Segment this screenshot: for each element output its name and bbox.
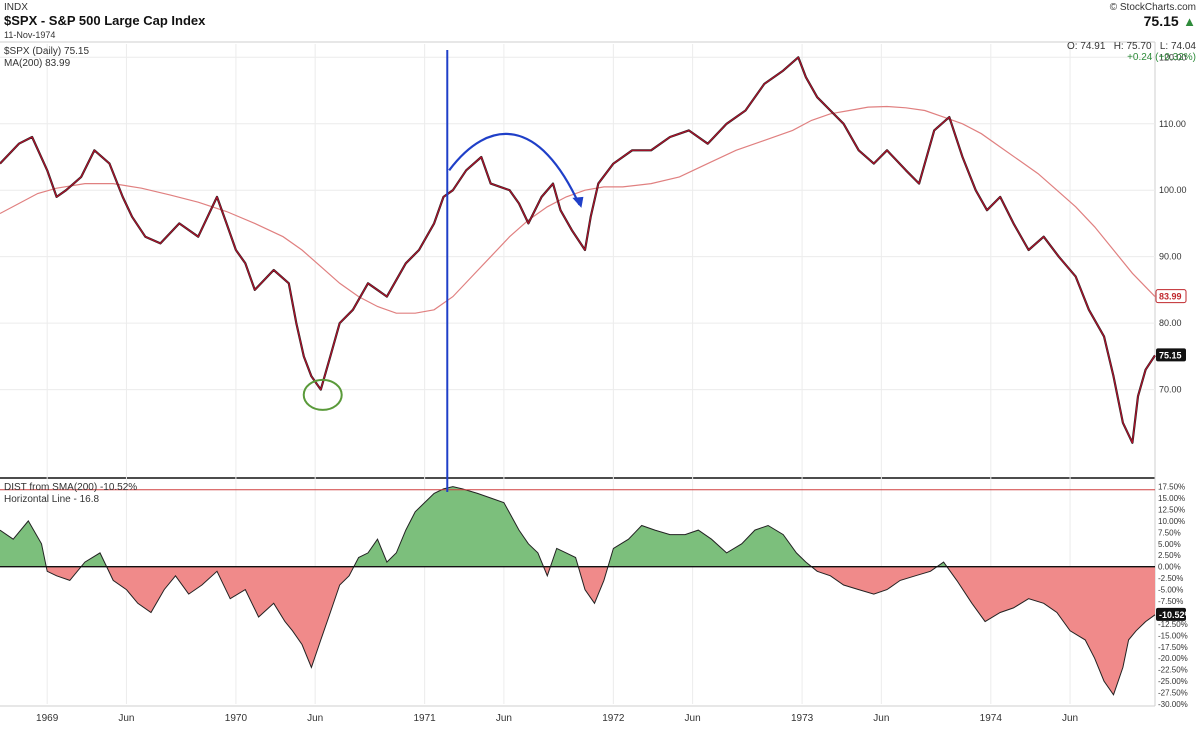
dist-line — [0, 486, 1156, 696]
ohlc-values: O: 74.91 H: 75.70 L: 74.04 — [1067, 41, 1196, 52]
chart-title: $SPX - S&P 500 Large Cap Index — [4, 13, 206, 28]
x-tick-label: Jun — [1062, 713, 1078, 724]
last-price: 75.15 — [1143, 13, 1179, 29]
x-tick-label: 1970 — [225, 713, 248, 724]
blue-arrow-head — [572, 196, 584, 208]
price-change: +0.24 (+0.32%) — [1127, 52, 1196, 63]
last-value-labels: 83.99 75.15 -10.52% — [1155, 289, 1193, 621]
price-y-ticks: 120.00 110.00 100.00 90.00 80.00 70.00 — [1159, 52, 1187, 394]
dist-y-tick-label: 2.50% — [1158, 551, 1181, 560]
dist-legend: DIST from SMA(200) -10.52% — [4, 482, 137, 493]
price-y-tick-label: 120.00 — [1159, 52, 1187, 62]
hline-legend: Horizontal Line - 16.8 — [4, 494, 99, 505]
dist-last-label: -10.52% — [1159, 610, 1193, 620]
ma200-line — [0, 105, 1156, 314]
chart-date: 11-Nov-1974 — [4, 30, 56, 40]
dist-y-tick-label: 10.00% — [1158, 517, 1185, 526]
ma-legend: MA(200) 83.99 — [4, 58, 70, 69]
dist-y-tick-label: 12.50% — [1158, 505, 1185, 514]
x-tick-label: Jun — [873, 713, 889, 724]
price-y-tick-label: 90.00 — [1159, 252, 1182, 262]
last-price-block: 75.15 ▲ — [1144, 13, 1196, 31]
dist-y-tick-label: 15.00% — [1158, 494, 1185, 503]
dist-area — [0, 486, 1156, 696]
price-series — [0, 56, 1156, 444]
exchange-label: INDX — [4, 2, 28, 13]
annotations — [302, 50, 584, 492]
dist-y-tick-label: -17.50% — [1158, 643, 1188, 652]
spx-price-line — [0, 56, 1156, 444]
gridlines — [0, 44, 1155, 704]
price-legend: $SPX (Daily) 75.15 — [4, 46, 89, 57]
ma-last-label-bg — [1155, 289, 1187, 304]
dist-y-tick-label: -25.00% — [1158, 677, 1188, 686]
blue-curved-arrow — [448, 132, 581, 206]
dist-y-tick-label: -22.50% — [1158, 666, 1188, 675]
x-tick-label: Jun — [307, 713, 323, 724]
legend-spx: $SPX (Daily) 75.15 — [4, 46, 90, 57]
dist-y-tick-label: 7.50% — [1158, 528, 1181, 537]
x-ticks: 1969 Jun 1970 Jun 1971 Jun 1972 Jun 1973 Jun 1974 J… — [36, 713, 1078, 724]
dist-y-tick-label: 5.00% — [1158, 540, 1181, 549]
dist-y-ticks: 17.50% 15.00% 12.50% 10.00% 7.50% 5.00% 2.50% 0… — [1158, 483, 1188, 709]
x-tick-label: 1971 — [414, 713, 437, 724]
price-last-label-bg — [1156, 348, 1186, 362]
dist-negative-area — [46, 566, 1155, 695]
price-last-label: 75.15 — [1159, 350, 1182, 360]
price-y-tick-label: 110.00 — [1159, 119, 1186, 129]
dist-y-tick-label: -30.00% — [1158, 700, 1188, 709]
dist-y-tick-label: -5.00% — [1158, 586, 1183, 595]
green-circle-annotation — [302, 378, 343, 411]
legend-dist: DIST from SMA(200) -10.52% — [4, 482, 138, 493]
dist-last-label-bg — [1156, 607, 1186, 621]
legend-ma200: MA(200) 83.99 — [4, 58, 71, 69]
x-tick-label: Jun — [496, 713, 512, 724]
x-tick-label: Jun — [118, 713, 134, 724]
up-triangle-icon: ▲ — [1183, 14, 1196, 29]
price-y-tick-label: 100.00 — [1159, 185, 1187, 195]
x-tick-label: Jun — [685, 713, 701, 724]
dist-y-tick-label: -20.00% — [1158, 654, 1188, 663]
dist-y-tick-label: -12.50% — [1158, 620, 1188, 629]
x-tick-label: 1973 — [791, 713, 814, 724]
x-tick-label: 1969 — [36, 713, 59, 724]
price-y-tick-label: 80.00 — [1159, 318, 1182, 328]
ohlc-row: O: 74.91 H: 75.70 L: 74.04 +0.24 (+0.32%… — [1061, 30, 1196, 63]
x-tick-label: 1972 — [602, 713, 625, 724]
price-y-tick-label: 70.00 — [1159, 385, 1182, 395]
dist-y-tick-label: 0.00% — [1158, 563, 1181, 572]
spx-price-shadow — [0, 56, 1156, 444]
x-tick-label: 1974 — [980, 713, 1003, 724]
dist-y-tick-label: 17.50% — [1158, 483, 1185, 492]
ma-last-label: 83.99 — [1159, 292, 1182, 302]
legend-hline: Horizontal Line - 16.8 — [4, 494, 100, 505]
dist-y-tick-label: -27.50% — [1158, 689, 1188, 698]
copyright: © StockCharts.com — [1109, 2, 1196, 13]
dist-y-tick-label: -15.00% — [1158, 631, 1188, 640]
dist-y-tick-label: -7.50% — [1158, 597, 1183, 606]
dist-y-tick-label: -2.50% — [1158, 574, 1183, 583]
